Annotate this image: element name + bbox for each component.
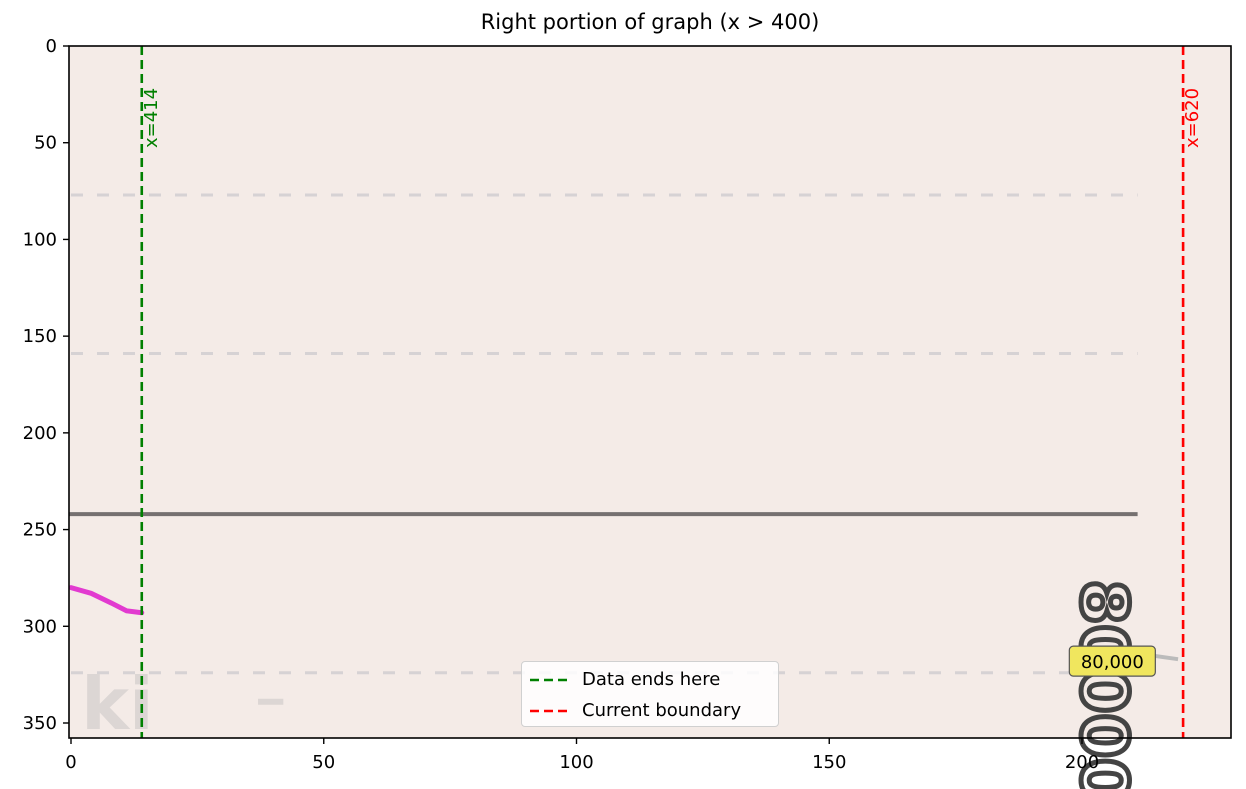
rotated-image-text: 80000 — [1066, 580, 1140, 789]
x-tick-label-150: 150 — [812, 752, 846, 773]
legend: Data ends here Current boundary — [521, 661, 779, 727]
x-tick-label-0: 0 — [65, 752, 76, 773]
legend-label-current-boundary: Current boundary — [582, 700, 742, 721]
plot-background — [69, 46, 1231, 738]
y-tick-label-150: 150 — [23, 326, 57, 347]
chart-title: Right portion of graph (x > 400) — [480, 10, 820, 34]
y-tick-label-200: 200 — [23, 423, 57, 444]
y-tick-label-0: 0 — [46, 36, 57, 57]
x-tick-label-100: 100 — [559, 752, 593, 773]
legend-item-current-boundary: Current boundary — [530, 700, 741, 721]
axes-frame — [68, 45, 1232, 739]
vline-label-1: x=620 — [1182, 88, 1203, 148]
legend-swatch-red — [530, 709, 570, 712]
x-tick-label-200: 200 — [1065, 752, 1099, 773]
y-tick-label-50: 50 — [34, 133, 57, 154]
y-tick-label-350: 350 — [23, 713, 57, 734]
y-tick-label-100: 100 — [23, 229, 57, 250]
y-tick-label-250: 250 — [23, 520, 57, 541]
x-tick-label-50: 50 — [312, 752, 335, 773]
legend-swatch-green — [530, 678, 570, 681]
vline-label-0: x=414 — [141, 88, 162, 148]
legend-label-data-ends: Data ends here — [582, 669, 721, 690]
annotation-box-0 — [1068, 645, 1156, 677]
data-curve-segment — [68, 585, 145, 616]
legend-item-data-ends: Data ends here — [530, 669, 720, 690]
y-tick-label-300: 300 — [23, 616, 57, 637]
annotation-label-0: 80,000 — [1081, 652, 1144, 673]
faded-image-text: ki — [81, 662, 154, 746]
